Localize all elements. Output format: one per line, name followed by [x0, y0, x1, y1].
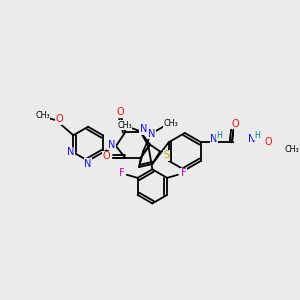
- Text: CH₃: CH₃: [285, 146, 300, 154]
- Text: N: N: [67, 147, 74, 157]
- Text: S: S: [163, 150, 169, 161]
- Text: O: O: [265, 137, 272, 147]
- Text: CH₃: CH₃: [164, 119, 178, 128]
- Text: O: O: [56, 114, 63, 124]
- Text: CH₃: CH₃: [35, 111, 50, 120]
- Text: O: O: [231, 119, 239, 129]
- Text: N: N: [210, 134, 218, 144]
- Text: N: N: [84, 159, 92, 169]
- Text: F: F: [118, 168, 124, 178]
- Text: H: H: [217, 131, 223, 140]
- Text: N: N: [248, 134, 255, 144]
- Text: N: N: [148, 129, 155, 139]
- Text: H: H: [254, 131, 260, 140]
- Text: F: F: [181, 168, 186, 178]
- Text: CH₃: CH₃: [117, 121, 132, 130]
- Text: N: N: [140, 124, 148, 134]
- Text: O: O: [103, 151, 110, 161]
- Text: N: N: [108, 140, 115, 150]
- Text: O: O: [116, 107, 124, 117]
